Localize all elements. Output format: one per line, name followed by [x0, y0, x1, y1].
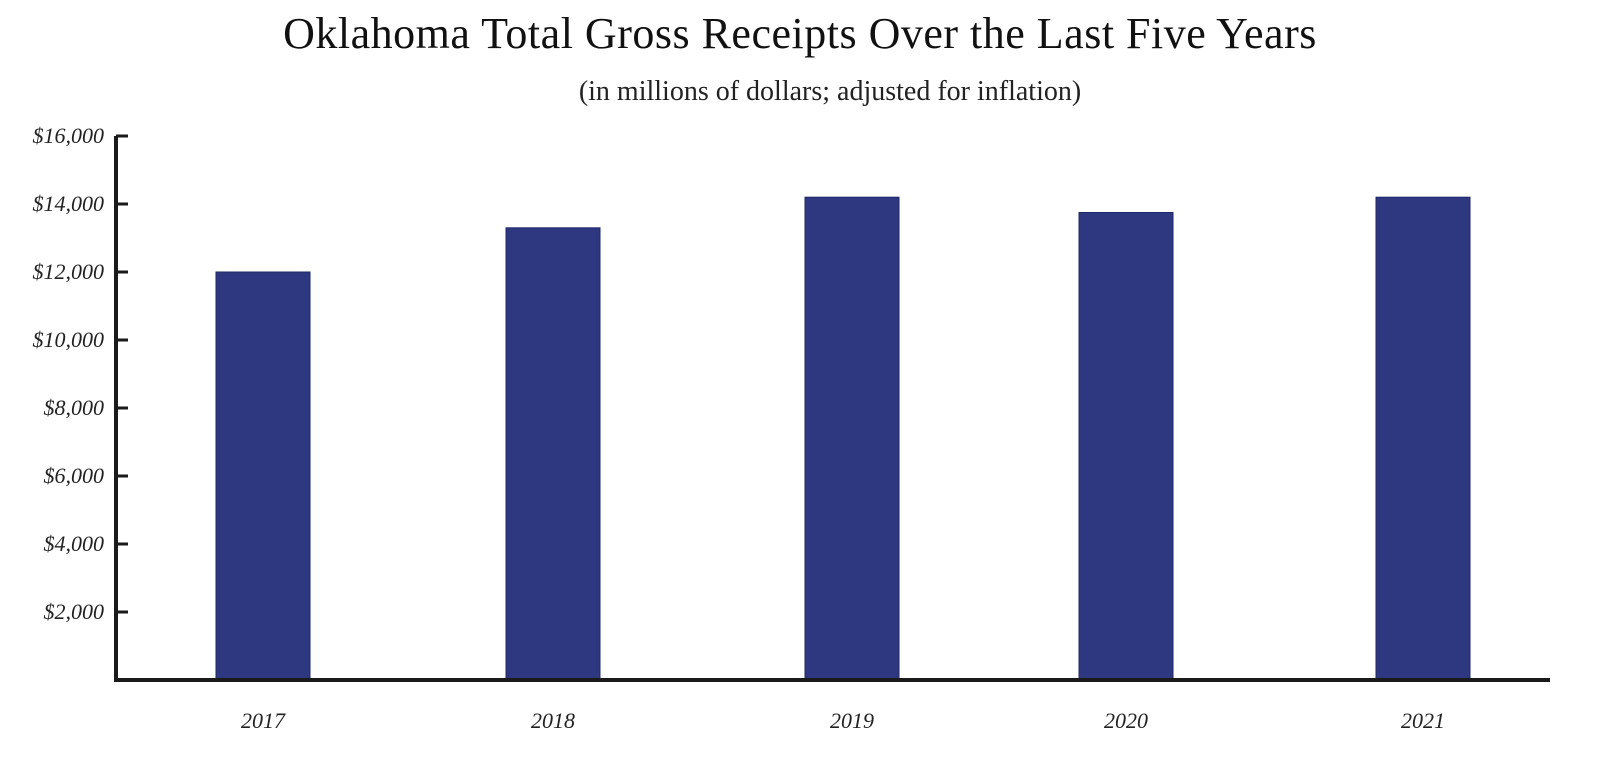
chart-subtitle: (in millions of dollars; adjusted for in…	[578, 76, 1082, 107]
x-tick-label: 2018	[531, 708, 575, 733]
bar-2018	[505, 227, 601, 681]
y-tick-label: $2,000	[44, 599, 105, 624]
y-tick-label: $4,000	[44, 531, 105, 556]
bar-2020	[1078, 212, 1174, 681]
bar-2021	[1375, 196, 1471, 681]
x-tick-label: 2017	[241, 708, 286, 733]
bar-2019	[804, 196, 900, 681]
bar-2017	[215, 271, 311, 681]
y-tick-label: $8,000	[44, 395, 105, 420]
x-tick-label: 2020	[1104, 708, 1148, 733]
y-tick-label: $14,000	[33, 191, 105, 216]
x-tick-label: 2019	[830, 708, 874, 733]
y-tick-label: $6,000	[44, 463, 105, 488]
y-tick-label: $12,000	[33, 259, 105, 284]
y-tick-label: $16,000	[33, 123, 105, 148]
chart-title: Oklahoma Total Gross Receipts Over the L…	[283, 9, 1317, 58]
y-tick-label: $10,000	[33, 327, 105, 352]
x-tick-label: 2021	[1401, 708, 1445, 733]
